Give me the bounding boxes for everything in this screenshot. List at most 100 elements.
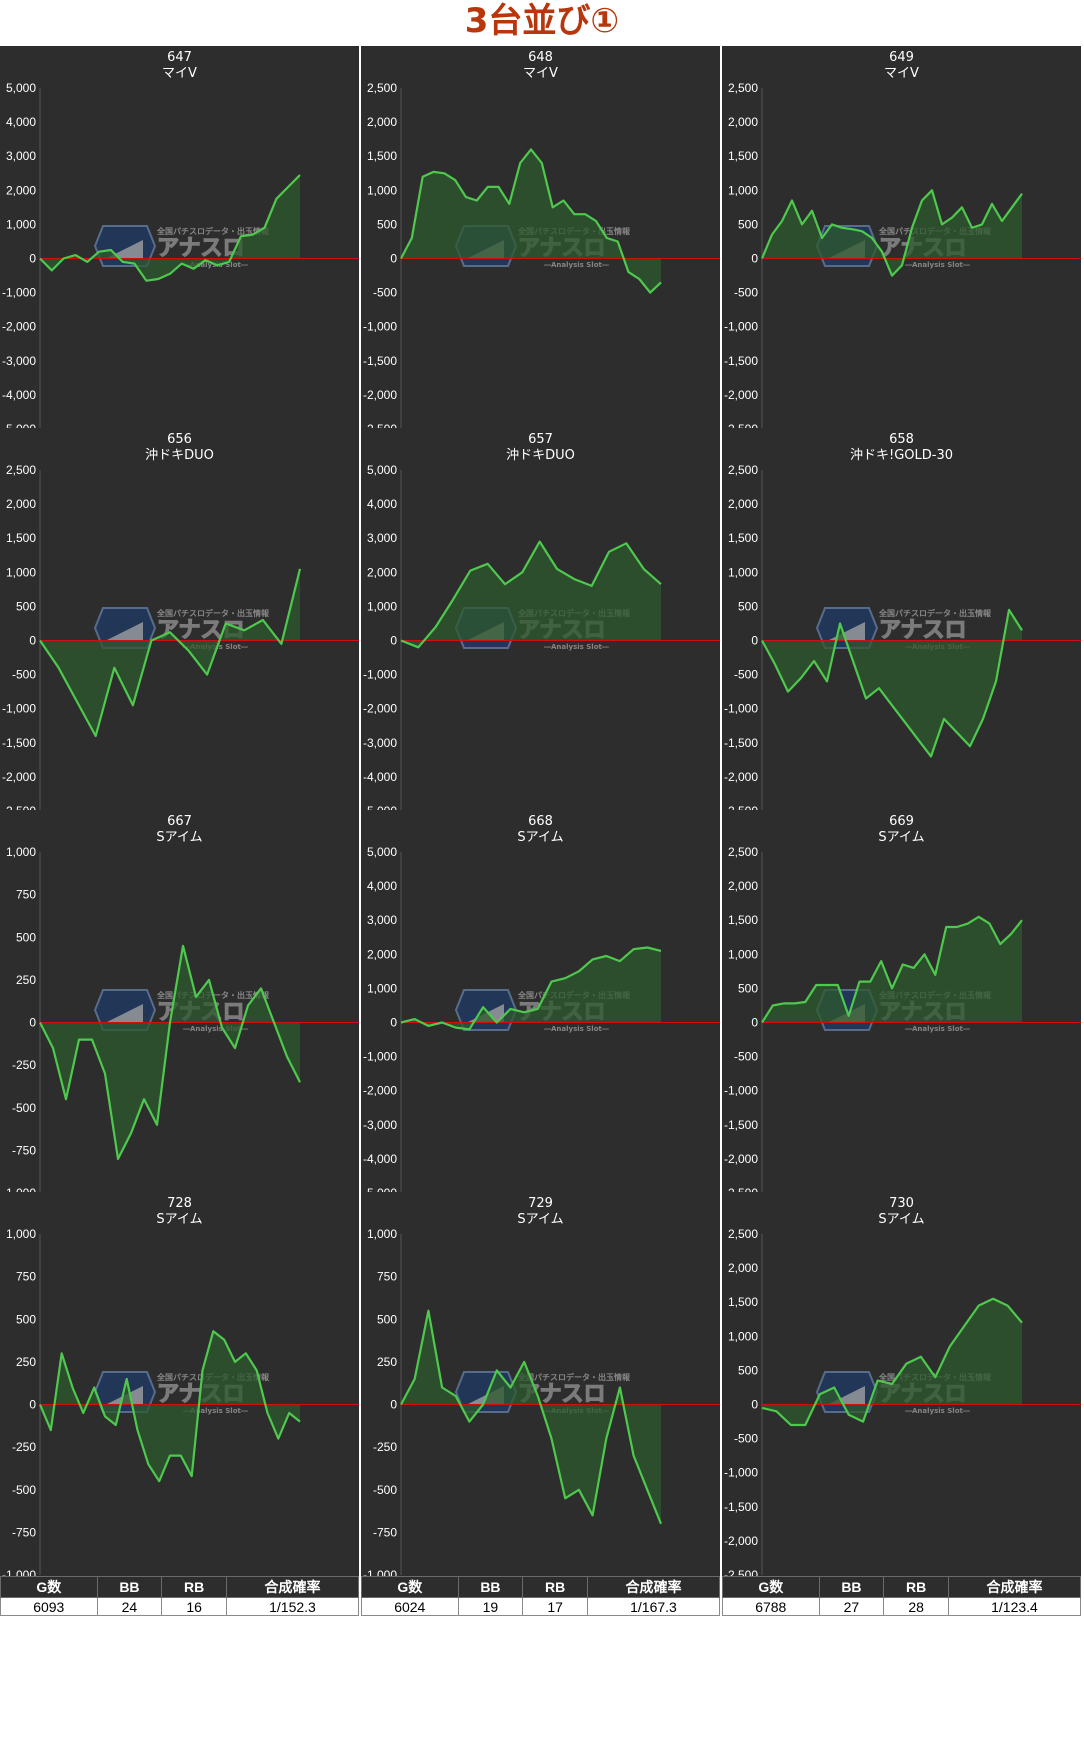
y-tick-label: 250 xyxy=(16,1355,36,1369)
series-area xyxy=(40,1331,300,1482)
y-tick-label: 1,500 xyxy=(728,1295,758,1309)
stats-header: G数 xyxy=(722,1576,820,1598)
y-tick-label: -750 xyxy=(12,1143,36,1157)
machine-number: 657 xyxy=(528,432,553,447)
series-area xyxy=(40,568,300,736)
machine-name: 沖ドキ!GOLD-30 xyxy=(849,448,953,463)
y-tick-label: 500 xyxy=(738,1363,758,1377)
stats-value: 1/152.3 xyxy=(225,1597,360,1616)
y-tick-label: -2,000 xyxy=(2,770,36,784)
y-tick-label: 2,000 xyxy=(728,1261,758,1275)
chart-svg: 2,500 2,000 1,500 1,000 500 0 -500 -1,000 -1,500… xyxy=(724,1227,1081,1582)
watermark-sub-text: ―Analysis Slot― xyxy=(905,1407,970,1415)
machine-number: 647 xyxy=(167,50,192,65)
y-tick-label: 1,000 xyxy=(728,1329,758,1343)
y-tick-label: 0 xyxy=(29,252,36,266)
y-tick-label: 1,500 xyxy=(728,913,758,927)
machine-number: 667 xyxy=(167,814,192,829)
y-tick-label: 1,000 xyxy=(6,217,36,231)
series-area xyxy=(40,945,300,1159)
stats-header: 合成確率 xyxy=(586,1576,721,1598)
series-line xyxy=(400,1309,663,1525)
y-tick-label: 1,000 xyxy=(6,845,36,859)
stats-value: 6093 xyxy=(0,1597,98,1616)
y-tick-label: -250 xyxy=(12,1440,36,1454)
series-line xyxy=(760,189,1023,277)
y-tick-label: 4,000 xyxy=(367,879,397,893)
series-area xyxy=(401,149,661,293)
stats-value: 6024 xyxy=(361,1597,459,1616)
y-tick-label: 2,000 xyxy=(6,183,36,197)
stats-value: 1/167.3 xyxy=(586,1597,721,1616)
y-tick-label: 1,000 xyxy=(367,981,397,995)
watermark-brand-text: アナスロ xyxy=(879,618,967,643)
y-tick-label: 500 xyxy=(377,217,397,231)
y-tick-label: -1,000 xyxy=(724,320,758,334)
series-line xyxy=(400,946,662,1031)
y-tick-label: 3,000 xyxy=(6,149,36,163)
y-tick-label: 500 xyxy=(16,930,36,944)
y-tick-label: 0 xyxy=(29,1398,36,1412)
y-tick-label: 1,500 xyxy=(6,531,36,545)
stats-header: RB xyxy=(883,1576,949,1598)
machine-number: 658 xyxy=(889,432,914,447)
machine-name: マイV xyxy=(884,66,919,81)
chart-panel-729: 1,000 750 500 250 0 -250 -500 -750 -1,000 全国パチスロデ… xyxy=(361,1192,721,1616)
series-line xyxy=(400,540,662,649)
y-tick-label: -500 xyxy=(373,1483,397,1497)
y-tick-label: 0 xyxy=(751,634,758,648)
y-tick-label: -500 xyxy=(734,1432,758,1446)
watermark-sub-text: ―Analysis Slot― xyxy=(183,1407,248,1415)
y-tick-label: -2,000 xyxy=(724,1152,758,1166)
y-tick-label: 5,000 xyxy=(367,845,397,859)
y-tick-label: 1,000 xyxy=(367,1227,397,1241)
machine-number: 729 xyxy=(528,1196,553,1211)
stats-value: 1/123.4 xyxy=(947,1597,1082,1616)
y-tick-label: -750 xyxy=(373,1525,397,1539)
chart-svg: 2,500 2,000 1,500 1,000 500 0 -500 -1,000 -1,500… xyxy=(2,463,359,818)
chart-svg: 2,500 2,000 1,500 1,000 500 0 -500 -1,000 -1,500… xyxy=(363,81,720,436)
watermark-sub-text: ―Analysis Slot― xyxy=(544,1025,609,1033)
y-tick-label: 2,000 xyxy=(367,947,397,961)
y-tick-label: 0 xyxy=(29,1016,36,1030)
machine-number: 656 xyxy=(167,432,192,447)
y-tick-label: -1,000 xyxy=(363,320,397,334)
y-tick-label: 1,000 xyxy=(728,565,758,579)
y-tick-label: -1,000 xyxy=(2,702,36,716)
y-tick-label: 2,500 xyxy=(728,1227,758,1241)
stats-header: RB xyxy=(522,1576,588,1598)
y-tick-label: 2,500 xyxy=(728,81,758,95)
y-tick-label: -1,500 xyxy=(2,736,36,750)
y-tick-label: 2,000 xyxy=(728,879,758,893)
series-area xyxy=(762,916,1022,1023)
y-tick-label: 1,000 xyxy=(6,565,36,579)
chart-svg: 2,500 2,000 1,500 1,000 500 0 -500 -1,000 -1,500… xyxy=(724,81,1081,436)
y-tick-label: 250 xyxy=(377,1355,397,1369)
y-tick-label: 1,000 xyxy=(728,183,758,197)
y-tick-label: 1,500 xyxy=(367,149,397,163)
stats-header: G数 xyxy=(0,1576,98,1598)
series-area xyxy=(401,1310,661,1524)
machine-number: 648 xyxy=(528,50,553,65)
y-tick-label: -1,500 xyxy=(724,1500,758,1514)
y-tick-label: 2,000 xyxy=(728,115,758,129)
series-area xyxy=(762,190,1022,276)
stats-value: 24 xyxy=(96,1597,163,1616)
y-tick-label: -4,000 xyxy=(363,770,397,784)
y-tick-label: 0 xyxy=(390,252,397,266)
chart-svg: 5,000 4,000 3,000 2,000 1,000 0 -1,000 -2,000 -3… xyxy=(363,463,720,818)
y-tick-label: 2,500 xyxy=(728,845,758,859)
series-area xyxy=(401,947,661,1030)
y-tick-label: 0 xyxy=(390,1016,397,1030)
y-tick-label: -500 xyxy=(734,668,758,682)
chart-panel-657: 5,000 4,000 3,000 2,000 1,000 0 -1,000 -2,000 -3… xyxy=(361,428,721,852)
series-area xyxy=(762,609,1022,757)
chart-svg: 1,0007505002500-250-500-750-1,000全国パチスロデ… xyxy=(2,1227,359,1582)
y-tick-label: 0 xyxy=(390,1398,397,1412)
y-tick-label: -2,000 xyxy=(363,1084,397,1098)
y-tick-label: 500 xyxy=(16,1312,36,1326)
machine-name: Sアイム xyxy=(878,1212,925,1227)
stats-value: 19 xyxy=(457,1597,524,1616)
y-tick-label: -250 xyxy=(12,1058,36,1072)
machine-name: Sアイム xyxy=(156,830,203,845)
